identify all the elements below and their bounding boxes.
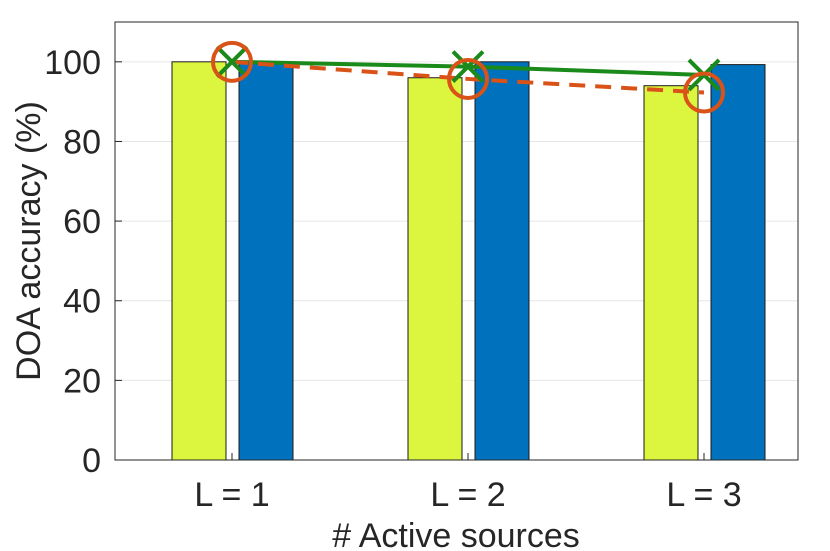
bar	[710, 64, 766, 461]
y-tick-label: 0	[82, 442, 101, 480]
series-markers	[211, 40, 725, 114]
x-axis-ticks: L = 1 L = 2 L = 3	[194, 453, 742, 514]
y-tick-label: 60	[63, 203, 101, 241]
y-tick-label: 40	[63, 283, 101, 321]
x-tick-label: L = 1	[194, 476, 269, 514]
circle-marker	[447, 57, 489, 100]
series-line	[231, 59, 705, 95]
circle-marker	[211, 40, 253, 83]
y-tick-label: 100	[44, 44, 101, 82]
x-tick-label: L = 3	[666, 476, 741, 514]
x-marker	[215, 45, 249, 79]
bar	[643, 85, 699, 461]
bar	[171, 61, 227, 461]
y-tick-label: 20	[63, 362, 101, 400]
y-tick-label: 80	[63, 123, 101, 161]
x-tick-label: L = 2	[430, 476, 505, 514]
bar	[407, 77, 463, 461]
x-axis-label: # Active sources	[332, 517, 580, 551]
x-marker	[451, 50, 485, 84]
bars	[171, 61, 766, 461]
plot-frame	[114, 21, 799, 461]
y-axis-ticks: 0 20 40 60 80 100	[44, 44, 122, 480]
bar	[238, 61, 294, 461]
bar	[474, 61, 530, 461]
y-axis-label: DOA accuracy (%)	[10, 101, 48, 381]
circle-marker	[683, 71, 725, 114]
